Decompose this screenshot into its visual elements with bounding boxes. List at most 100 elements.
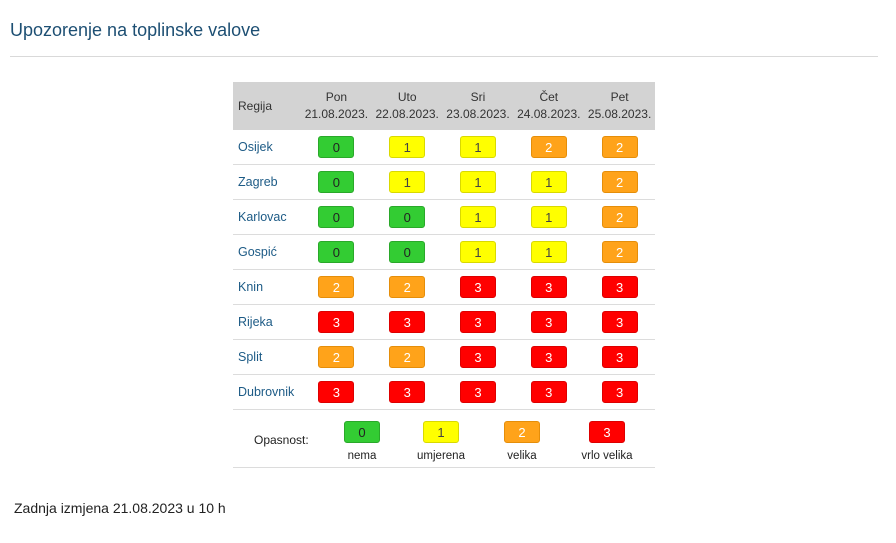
warning-level-badge: 1	[459, 206, 496, 228]
level-cell: 3	[513, 374, 585, 410]
day-name: Uto	[397, 90, 417, 104]
level-cell: 2	[584, 234, 655, 270]
region-link[interactable]: Dubrovnik	[238, 385, 295, 399]
level-cell: 3	[371, 304, 443, 340]
region-link[interactable]: Osijek	[238, 140, 273, 154]
level-cell: 2	[584, 164, 655, 200]
day-date: 24.08.2023.	[517, 107, 581, 121]
warning-level-badge: 3	[459, 381, 496, 403]
region-link[interactable]: Karlovac	[238, 210, 287, 224]
day-name: Čet	[539, 90, 559, 104]
day-date: 25.08.2023.	[587, 107, 652, 121]
level-cell: 2	[371, 339, 443, 375]
page-title: Upozorenje na toplinske valove	[10, 20, 261, 40]
legend-level-badge: 3	[589, 421, 625, 443]
region-cell: Knin	[233, 269, 301, 305]
level-cell: 0	[301, 234, 372, 270]
warning-level-badge: 0	[389, 206, 426, 228]
heatwave-warning-table: Regija Pon 21.08.2023. Uto 22.08.2023. Sri…	[233, 82, 655, 410]
warning-level-badge: 0	[389, 241, 426, 263]
warning-level-badge: 2	[389, 276, 426, 298]
warning-level-badge: 3	[318, 311, 355, 333]
level-cell: 3	[301, 304, 372, 340]
level-cell: 1	[371, 164, 443, 200]
legend-item: 1 umjerena	[401, 421, 481, 462]
table-row: Gospić 0 0 1 1 2	[233, 234, 655, 270]
warning-level-badge: 1	[530, 241, 567, 263]
level-cell: 2	[513, 130, 585, 165]
legend-label: Opasnost:	[254, 433, 309, 447]
level-cell: 3	[513, 304, 585, 340]
day-date: 23.08.2023.	[446, 107, 510, 121]
level-cell: 0	[371, 234, 443, 270]
region-cell: Karlovac	[233, 199, 301, 235]
legend-level-text: umjerena	[417, 450, 465, 462]
level-cell: 2	[584, 130, 655, 165]
warning-level-badge: 3	[530, 311, 567, 333]
level-cell: 1	[442, 164, 514, 200]
table-row: Karlovac 0 0 1 1 2	[233, 199, 655, 235]
warning-level-badge: 2	[601, 206, 638, 228]
level-cell: 0	[301, 164, 372, 200]
warning-level-badge: 3	[530, 381, 567, 403]
region-link[interactable]: Split	[238, 350, 263, 364]
day-name: Pon	[325, 90, 348, 104]
warning-level-badge: 3	[318, 381, 355, 403]
warning-level-badge: 2	[318, 276, 355, 298]
level-cell: 1	[371, 130, 443, 165]
region-column-header: Regija	[233, 82, 301, 130]
region-link[interactable]: Zagreb	[238, 175, 278, 189]
day-column-header: Čet 24.08.2023.	[513, 82, 585, 130]
level-cell: 2	[301, 269, 372, 305]
warning-level-badge: 0	[318, 136, 355, 158]
warning-level-badge: 3	[389, 311, 426, 333]
day-column-header: Sri 23.08.2023.	[442, 82, 514, 130]
warning-level-badge: 3	[601, 346, 638, 368]
level-cell: 3	[513, 339, 585, 375]
warning-level-badge: 3	[601, 311, 638, 333]
level-cell: 1	[442, 199, 514, 235]
region-link[interactable]: Knin	[238, 280, 264, 294]
warning-level-badge: 3	[389, 381, 426, 403]
warning-level-badge: 3	[530, 276, 567, 298]
level-cell: 3	[584, 374, 655, 410]
danger-legend: Opasnost: 0 nema 1 umjerena 2 velika 3 v…	[233, 411, 655, 468]
legend-item: 3 vrlo velika	[567, 421, 647, 462]
table-row: Split 2 2 3 3 3	[233, 339, 655, 375]
level-cell: 1	[513, 234, 585, 270]
warning-level-badge: 1	[459, 241, 496, 263]
region-cell: Dubrovnik	[233, 374, 301, 410]
warning-level-badge: 3	[459, 311, 496, 333]
level-cell: 0	[371, 199, 443, 235]
day-column-header: Pon 21.08.2023.	[301, 82, 372, 130]
table-row: Zagreb 0 1 1 1 2	[233, 164, 655, 200]
warning-level-badge: 2	[530, 136, 567, 158]
warning-level-badge: 2	[318, 346, 355, 368]
level-cell: 3	[584, 269, 655, 305]
warning-level-badge: 1	[459, 136, 496, 158]
level-cell: 2	[301, 339, 372, 375]
warning-level-badge: 2	[601, 171, 638, 193]
region-cell: Rijeka	[233, 304, 301, 340]
region-link[interactable]: Rijeka	[238, 315, 273, 329]
level-cell: 0	[301, 130, 372, 165]
level-cell: 3	[442, 269, 514, 305]
warning-level-badge: 3	[459, 346, 496, 368]
table-header-row: Regija Pon 21.08.2023. Uto 22.08.2023. Sri…	[233, 82, 655, 130]
legend-level-text: nema	[347, 450, 377, 462]
warning-level-badge: 2	[601, 136, 638, 158]
region-cell: Gospić	[233, 234, 301, 270]
level-cell: 1	[442, 234, 514, 270]
warning-level-badge: 3	[459, 276, 496, 298]
warning-level-badge: 2	[601, 241, 638, 263]
level-cell: 0	[301, 199, 372, 235]
day-name: Sri	[470, 90, 486, 104]
table-row: Osijek 0 1 1 2 2	[233, 130, 655, 165]
day-date: 21.08.2023.	[304, 107, 369, 121]
warning-level-badge: 0	[318, 171, 355, 193]
title-divider	[10, 56, 878, 57]
legend-level-badge: 2	[504, 421, 540, 443]
region-link[interactable]: Gospić	[238, 245, 277, 259]
table-row: Rijeka 3 3 3 3 3	[233, 304, 655, 340]
level-cell: 2	[584, 199, 655, 235]
